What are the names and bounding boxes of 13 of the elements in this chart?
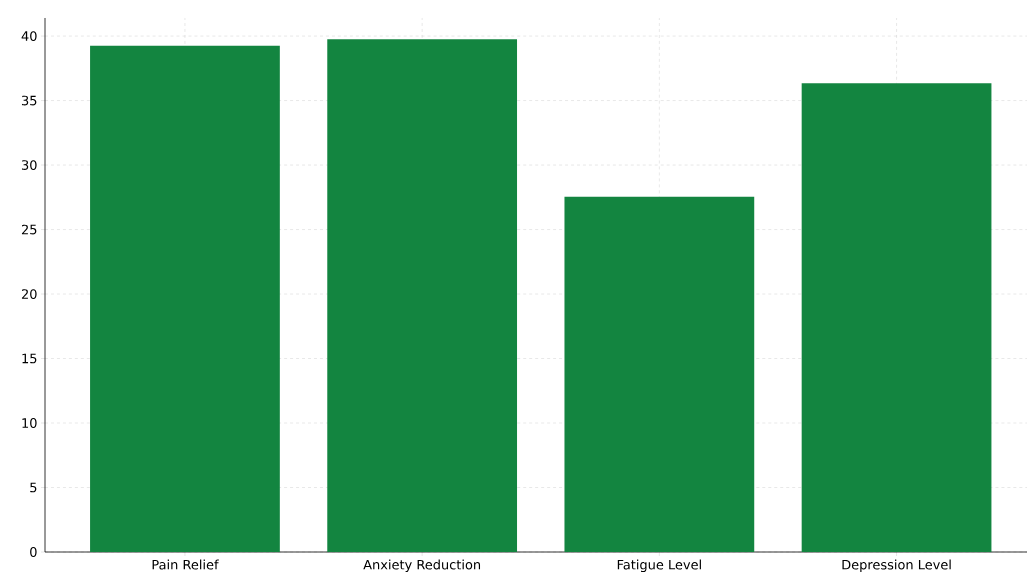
x-tick-label: Anxiety Reduction bbox=[363, 559, 481, 573]
x-tick-label: Depression Level bbox=[842, 559, 951, 573]
y-tick-label: 15 bbox=[22, 353, 37, 364]
y-tick-label: 10 bbox=[22, 418, 37, 428]
x-tick-label: Fatigue Level bbox=[617, 559, 701, 573]
y-tick-label: 35 bbox=[21, 95, 37, 106]
y-tick-label: 20 bbox=[21, 289, 37, 299]
y-tick-label: 40 bbox=[21, 31, 37, 41]
y-tick-label: 25 bbox=[21, 224, 37, 235]
x-tick-label: Pain Relief bbox=[152, 559, 219, 570]
y-tick-label: 30 bbox=[21, 160, 37, 170]
y-tick-label: 5 bbox=[30, 482, 37, 493]
y-tick-label: 0 bbox=[30, 547, 37, 557]
